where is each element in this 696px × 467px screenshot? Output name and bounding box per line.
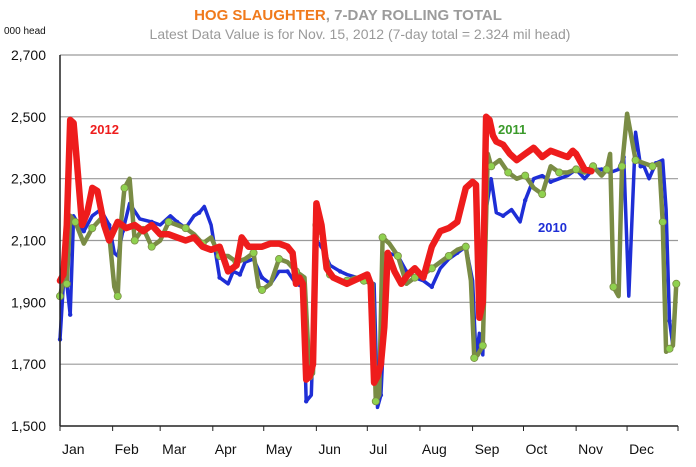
data-point-2011 <box>461 242 470 251</box>
x-tick-label: Jun <box>318 441 341 457</box>
series-lines <box>56 111 681 410</box>
data-point-2010 <box>500 213 506 218</box>
data-point-2011 <box>521 171 530 180</box>
data-point-2010 <box>197 210 202 215</box>
data-point-2010 <box>429 284 435 290</box>
data-point-2011 <box>181 224 190 233</box>
data-point-2010 <box>599 167 604 172</box>
data-point-2011 <box>470 353 479 362</box>
x-tick-labels: Jan Feb Mar Apr May Jun Jul Aug Sep Oct Nov Dec <box>62 441 654 457</box>
axes <box>59 55 679 431</box>
x-tick-label: Jan <box>62 441 85 457</box>
data-point-2011 <box>572 165 581 174</box>
data-point-2010 <box>217 275 222 280</box>
data-point-2011 <box>393 251 402 260</box>
series-label-2010: 2010 <box>538 220 567 235</box>
data-point-2011 <box>538 190 547 199</box>
series-line-2012 <box>56 113 595 386</box>
data-point-2011 <box>617 162 626 171</box>
x-tick-label: Apr <box>215 441 237 457</box>
data-point-2011 <box>62 279 71 288</box>
x-tick-label: Feb <box>115 441 139 457</box>
y-tick-label: 1,900 <box>11 294 46 310</box>
x-tick-label: May <box>266 441 292 457</box>
series-label-2011: 2011 <box>498 122 526 137</box>
data-point-2011 <box>609 282 618 291</box>
chart-title-main: HOG SLAUGHTER <box>194 7 326 24</box>
y-tick-label: 1,700 <box>11 356 46 372</box>
data-point-2011 <box>371 397 380 406</box>
data-point-2011 <box>504 168 513 177</box>
data-point-2011 <box>258 285 267 294</box>
series-line-2011 <box>57 111 679 404</box>
data-point-2011 <box>410 273 419 282</box>
data-point-2011 <box>164 217 173 226</box>
x-tick-label: Mar <box>162 441 186 457</box>
data-point-2011 <box>555 168 564 177</box>
y-tick-labels: 1,500 1,700 1,900 2,100 2,300 2,500 2,700 <box>11 47 46 434</box>
chart-title-rest: , 7-DAY ROLLING TOTAL <box>326 7 502 24</box>
data-point-2011 <box>275 255 284 264</box>
data-point-2011 <box>631 156 640 165</box>
data-point-2011 <box>478 341 487 350</box>
chart-subtitle: Latest Data Value is for Nov. 15, 2012 (… <box>150 26 571 42</box>
data-point-2010 <box>67 312 73 317</box>
series-label-2012: 2012 <box>90 122 119 137</box>
data-point-2011 <box>672 279 681 288</box>
x-tick-label: Oct <box>526 441 548 457</box>
data-point-2011 <box>378 233 387 242</box>
data-point-2011 <box>658 217 667 226</box>
series-labels: 2010 2011 2012 <box>90 122 567 235</box>
data-point-2011 <box>71 217 80 226</box>
data-point-2011 <box>665 344 674 353</box>
x-tick-label: Sep <box>475 441 500 457</box>
data-point-2010 <box>522 198 528 203</box>
data-point-2011 <box>487 162 496 171</box>
data-point-2010 <box>548 179 553 184</box>
y-axis-unit: 000 head <box>4 26 46 37</box>
data-point-2011 <box>648 162 657 171</box>
x-tick-label: Dec <box>629 441 654 457</box>
data-point-2010 <box>107 222 112 228</box>
y-tick-label: 1,500 <box>11 418 46 434</box>
y-tick-label: 2,700 <box>11 47 46 63</box>
data-point-2010 <box>237 272 243 277</box>
x-tick-label: Aug <box>422 441 447 457</box>
x-tick-label: Nov <box>578 441 603 457</box>
data-point-2011 <box>130 236 139 245</box>
data-point-2010 <box>667 318 672 324</box>
data-point-2011 <box>249 248 258 257</box>
data-point-2010 <box>259 275 265 280</box>
data-point-2010 <box>638 164 643 169</box>
data-point-2010 <box>81 229 86 234</box>
y-tick-label: 2,100 <box>11 233 46 249</box>
data-point-2010 <box>337 269 343 274</box>
grid <box>60 54 678 365</box>
data-point-2011 <box>602 165 611 174</box>
data-point-2011 <box>120 183 129 192</box>
data-point-2010 <box>303 399 309 404</box>
y-tick-label: 2,300 <box>11 171 46 187</box>
data-point-2011 <box>147 242 156 251</box>
chart-title: HOG SLAUGHTER, 7-DAY ROLLING TOTAL <box>194 7 502 24</box>
y-tick-label: 2,500 <box>11 109 46 125</box>
data-point-2011 <box>444 251 453 260</box>
data-point-2010 <box>285 269 290 274</box>
data-point-2011 <box>113 292 122 301</box>
x-tick-label: Jul <box>369 441 387 457</box>
data-point-2011 <box>88 224 97 233</box>
